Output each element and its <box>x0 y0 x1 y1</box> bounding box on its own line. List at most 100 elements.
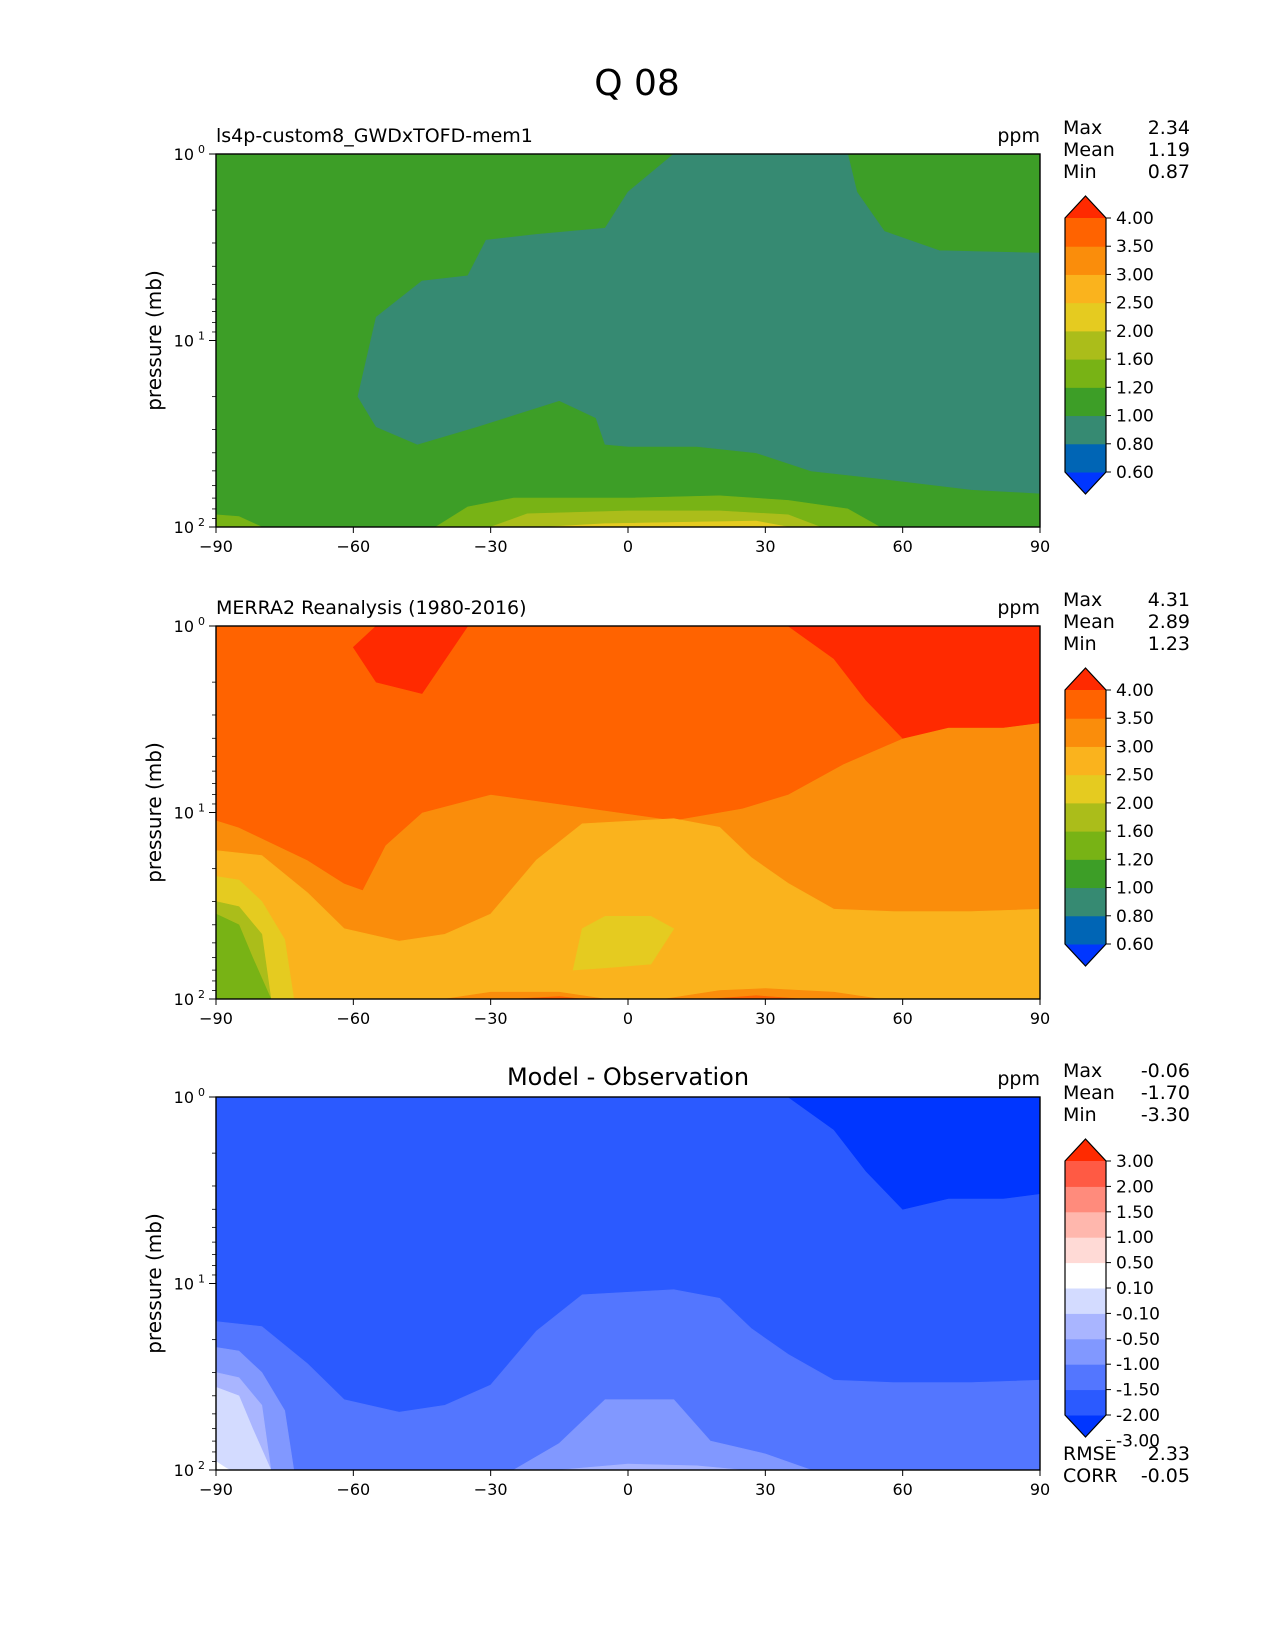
colorbar-label: -1.00 <box>1116 1355 1160 1375</box>
colorbar-extend-top <box>1065 1139 1106 1161</box>
x-tick-label: −90 <box>199 1009 233 1028</box>
x-tick-label: −60 <box>336 1009 370 1028</box>
colorbar-label: 3.00 <box>1116 265 1154 285</box>
contour-region <box>513 1399 812 1470</box>
colorbar-cell <box>1065 774 1106 804</box>
y-tick-exponent: 0 <box>198 143 205 156</box>
colorbar-label: 0.80 <box>1116 435 1154 455</box>
x-tick-label: 30 <box>755 1480 775 1499</box>
x-tick-label: 0 <box>623 1480 633 1499</box>
colorbar-cell <box>1065 218 1106 247</box>
colorbar-cell <box>1065 690 1106 719</box>
y-tick-label: 10 <box>174 332 194 351</box>
y-tick-exponent: 2 <box>198 988 205 1001</box>
colorbar-cell <box>1065 1262 1106 1289</box>
colorbar-label: 3.00 <box>1116 1152 1154 1172</box>
y-tick-exponent: 2 <box>198 516 205 529</box>
colorbar-label: 2.00 <box>1116 322 1154 342</box>
extra-stat-value: 2.33 <box>1148 1443 1190 1465</box>
colorbar-label: 1.00 <box>1116 407 1154 427</box>
x-tick-label: 30 <box>755 1009 775 1028</box>
stat-value: 0.87 <box>1148 161 1190 183</box>
colorbar-cell <box>1065 330 1106 360</box>
colorbar-cell <box>1065 887 1106 917</box>
stat-label: Mean <box>1063 139 1115 161</box>
colorbar-label: 0.80 <box>1116 907 1154 927</box>
contour-region <box>216 818 1040 999</box>
contour-fills <box>216 626 1040 999</box>
stat-label: Min <box>1063 161 1097 183</box>
panel-3: −90 −60 −30 0 30 60 90 10 0 10 1 10 2 pressure (mb) Mo… <box>142 1060 1190 1499</box>
contour-fills <box>216 1097 1040 1470</box>
colorbar-cell <box>1065 1313 1106 1340</box>
stat-value: 1.19 <box>1148 139 1190 161</box>
colorbar-label: -1.50 <box>1116 1381 1160 1401</box>
y-tick-exponent: 1 <box>198 1273 205 1286</box>
stat-label: Max <box>1063 1060 1102 1082</box>
contour-region <box>216 913 272 999</box>
colorbar-cell <box>1065 302 1106 332</box>
colorbar-label: 1.60 <box>1116 822 1154 842</box>
colorbar-label: -0.50 <box>1116 1330 1160 1350</box>
colorbar-label: 1.00 <box>1116 1228 1154 1248</box>
y-tick-exponent: 0 <box>198 1086 205 1099</box>
x-tick-label: −90 <box>199 1480 233 1499</box>
contour-region <box>710 995 803 999</box>
x-tick-label: −90 <box>199 537 233 556</box>
x-tick-label: 0 <box>623 537 633 556</box>
y-tick-label: 10 <box>174 1461 194 1480</box>
colorbar-cell <box>1065 859 1106 889</box>
contour-region <box>787 1097 1040 1210</box>
colorbar: 4.00 3.50 3.00 2.50 2.00 1.60 1.20 1.00 0.80 0.60 <box>1064 667 1154 967</box>
x-tick-label: 30 <box>755 537 775 556</box>
x-tick-label: 90 <box>1030 1009 1050 1028</box>
panel-2: −90 −60 −30 0 30 60 90 10 0 10 1 10 2 pressure (mb) ME… <box>142 589 1190 1028</box>
colorbar-cell <box>1065 246 1106 275</box>
contour-region <box>559 1463 743 1470</box>
y-tick-exponent: 1 <box>198 802 205 815</box>
colorbar-label: 3.50 <box>1116 709 1154 729</box>
y-tick-label: 10 <box>174 804 194 823</box>
colorbar-label: 0.60 <box>1116 935 1154 955</box>
colorbar-cell <box>1065 1161 1106 1187</box>
colorbar-label: 3.50 <box>1116 237 1154 257</box>
figure-title: Q 08 <box>594 63 680 104</box>
colorbar-cell <box>1065 802 1106 832</box>
contour-region <box>216 1461 231 1470</box>
extra-stat-label: RMSE <box>1063 1443 1117 1465</box>
x-tick-label: −30 <box>474 537 508 556</box>
colorbar-extend-bottom <box>1065 944 1106 966</box>
colorbar-label: 4.00 <box>1116 681 1154 701</box>
y-tick-exponent: 1 <box>198 330 205 343</box>
x-tick-label: 60 <box>892 1009 912 1028</box>
x-tick-label: −30 <box>474 1009 508 1028</box>
contour-region <box>216 1386 272 1470</box>
y-axis-label: pressure (mb) <box>142 742 166 883</box>
colorbar-label: -3.00 <box>1116 1431 1160 1451</box>
units-label: ppm <box>997 1068 1040 1090</box>
y-tick-label: 10 <box>174 617 194 636</box>
contour-region <box>787 626 1040 739</box>
colorbar-cell <box>1065 443 1106 473</box>
stat-label: Min <box>1063 633 1097 655</box>
units-label: ppm <box>997 125 1040 147</box>
contour-region <box>216 1097 1040 1470</box>
stat-value: 1.23 <box>1148 633 1190 655</box>
colorbar-cell <box>1065 1237 1106 1264</box>
y-tick-label: 10 <box>174 1275 194 1294</box>
x-tick-label: −60 <box>336 1480 370 1499</box>
colorbar-label: 2.50 <box>1116 294 1154 314</box>
colorbar-cell <box>1065 718 1106 747</box>
x-tick-label: 60 <box>892 1480 912 1499</box>
colorbar-label: 0.50 <box>1116 1254 1154 1274</box>
contour-region <box>664 988 880 999</box>
stat-label: Min <box>1063 1104 1097 1126</box>
extra-stat-value: -0.05 <box>1141 1465 1190 1487</box>
colorbar: 4.00 3.50 3.00 2.50 2.00 1.60 1.20 1.00 0.80 0.60 <box>1064 195 1154 495</box>
panel-title: ls4p-custom8_GWDxTOFD-mem1 <box>216 125 533 147</box>
colorbar-cell <box>1065 915 1106 945</box>
colorbar-cell <box>1065 1186 1106 1213</box>
colorbar-label: -2.00 <box>1116 1406 1160 1426</box>
stat-value: 4.31 <box>1148 589 1190 611</box>
panel-title: MERRA2 Reanalysis (1980-2016) <box>216 597 527 619</box>
